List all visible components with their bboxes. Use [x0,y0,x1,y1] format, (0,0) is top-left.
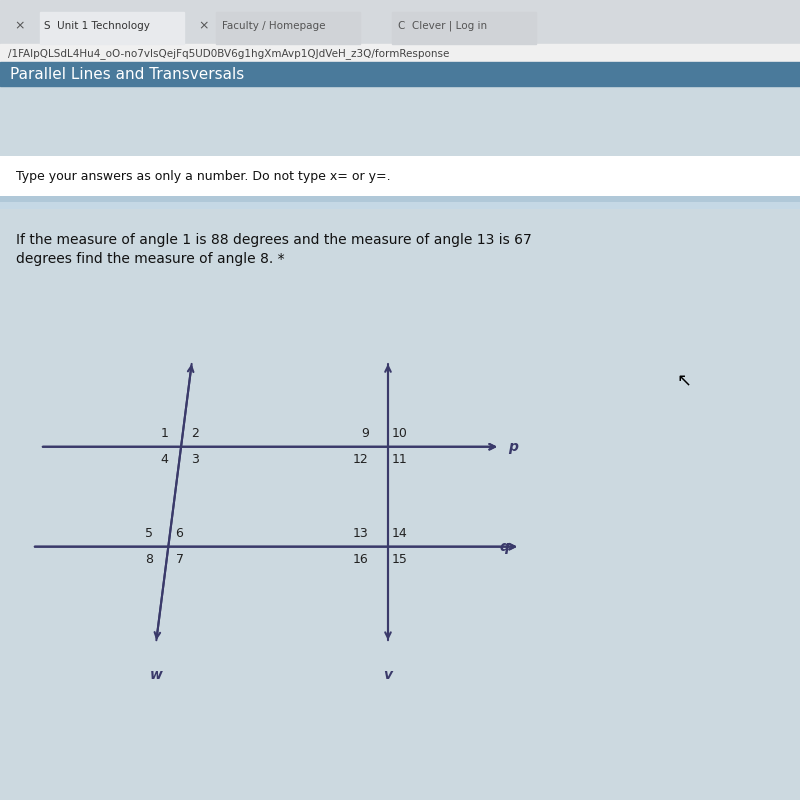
Text: Parallel Lines and Transversals: Parallel Lines and Transversals [10,67,244,82]
Text: ×: × [198,19,209,32]
Text: 6: 6 [175,527,183,540]
Text: w: w [150,668,162,682]
Text: Faculty / Homepage: Faculty / Homepage [222,21,326,30]
Text: ×: × [14,19,25,32]
Text: 2: 2 [191,427,199,441]
Text: 9: 9 [361,427,369,441]
Text: 1: 1 [161,427,169,441]
Bar [0,202,800,209]
Text: 4: 4 [161,453,169,466]
Text: v: v [383,668,393,682]
Text: 11: 11 [391,453,407,466]
Bar [0,196,800,202]
Text: 16: 16 [353,553,369,566]
Text: 14: 14 [391,527,407,540]
Text: p: p [508,440,518,454]
Text: S  Unit 1 Technology: S Unit 1 Technology [44,21,150,30]
Text: C  Clever | Log in: C Clever | Log in [398,20,487,31]
Text: 15: 15 [391,553,407,566]
Text: /1FAIpQLSdL4Hu4_oO-no7vlsQejFq5UD0BV6g1hgXmAvp1QJdVeH_z3Q/formResponse: /1FAIpQLSdL4Hu4_oO-no7vlsQejFq5UD0BV6g1h… [8,48,450,58]
Text: ↖: ↖ [676,372,691,390]
Text: 12: 12 [353,453,369,466]
Text: Type your answers as only a number. Do not type x= or y=.: Type your answers as only a number. Do n… [16,170,390,183]
Text: 10: 10 [391,427,407,441]
Bar [0,156,800,197]
Text: degrees find the measure of angle 8. *: degrees find the measure of angle 8. * [16,252,285,266]
Text: If the measure of angle 1 is 88 degrees and the measure of angle 13 is 67: If the measure of angle 1 is 88 degrees … [16,233,532,246]
Text: 3: 3 [191,453,199,466]
Text: 7: 7 [175,553,183,566]
Text: 13: 13 [353,527,369,540]
Text: q: q [500,540,510,554]
Text: 5: 5 [145,527,153,540]
Text: 8: 8 [145,553,153,566]
